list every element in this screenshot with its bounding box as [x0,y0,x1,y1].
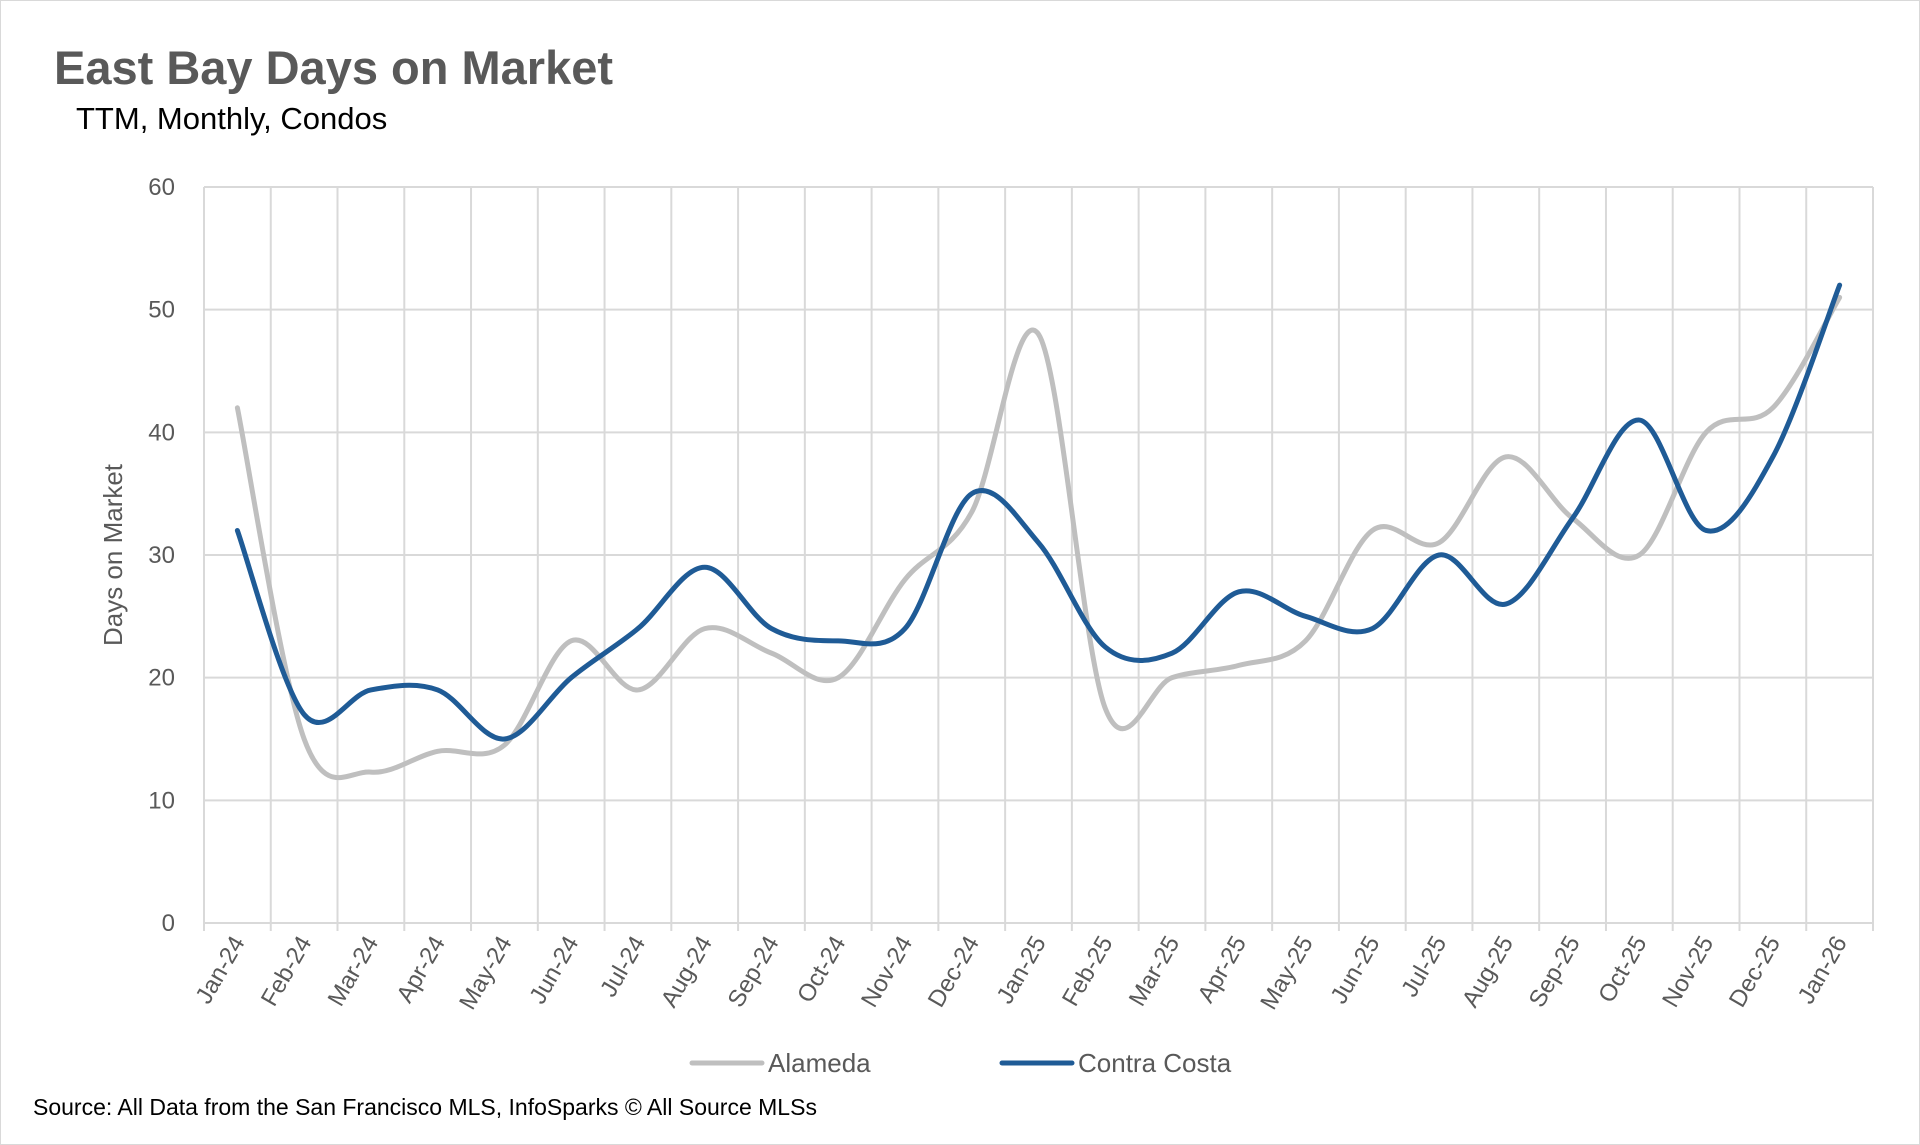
x-tick-label: Aug-25 [1457,932,1519,1013]
x-tick-label: Jun-24 [524,932,584,1009]
x-tick-label: Aug-24 [656,932,718,1013]
x-tick-label: Mar-25 [1124,932,1185,1011]
x-tick-label: Nov-25 [1657,932,1719,1013]
x-tick-label: Sep-25 [1524,932,1586,1013]
y-tick-label: 60 [148,174,175,201]
x-tick-label: Apr-25 [1193,932,1252,1008]
x-tick-label: Jan-25 [992,932,1052,1009]
series-line-contra-costa [234,282,1843,742]
y-tick-label: 40 [148,419,175,446]
x-tick-label: Jul-24 [595,932,651,1002]
x-tick-label: Mar-24 [323,932,384,1011]
x-tick-label: Feb-24 [256,932,317,1011]
x-tick-label: Dec-24 [923,932,985,1013]
y-tick-label: 30 [148,542,175,569]
y-axis-label: Days on Market [98,463,128,646]
series-line-alameda [234,294,1843,781]
y-tick-label: 50 [148,297,175,324]
x-tick-label: Oct-25 [1593,932,1652,1008]
y-tick-label: 20 [148,665,175,692]
y-tick-label: 10 [148,787,175,814]
x-tick-label: Apr-24 [391,932,450,1008]
legend-label: Alameda [768,1048,871,1078]
chart-subtitle: TTM, Monthly, Condos [76,101,388,136]
x-tick-label: Jun-25 [1325,932,1385,1009]
x-tick-label: Jul-25 [1396,932,1452,1002]
x-tick-label: Nov-24 [856,932,918,1013]
x-tick-label: Dec-25 [1724,932,1786,1013]
legend-label: Contra Costa [1078,1048,1232,1078]
x-tick-label: Oct-24 [792,932,851,1008]
source-note: Source: All Data from the San Francisco … [33,1094,817,1120]
x-tick-label: Feb-25 [1057,932,1118,1011]
x-tick-label: May-25 [1255,932,1318,1015]
x-tick-label: Jan-24 [190,932,250,1009]
x-tick-label: May-24 [454,932,517,1015]
x-tick-label: Jan-26 [1793,932,1853,1009]
chart-title: East Bay Days on Market [54,41,614,94]
x-tick-label: Sep-24 [723,932,785,1013]
y-tick-label: 0 [162,910,175,937]
